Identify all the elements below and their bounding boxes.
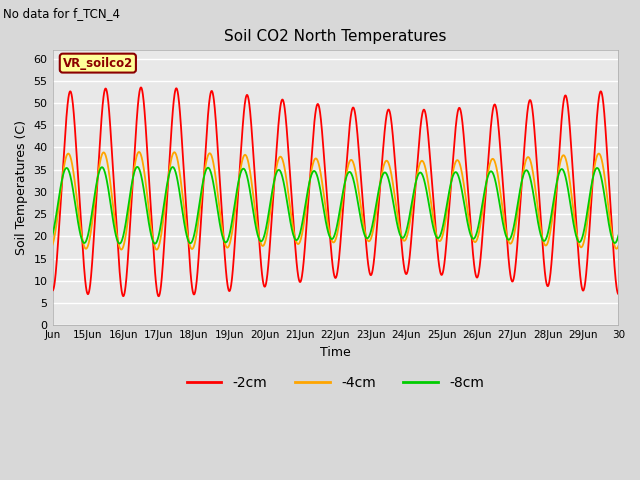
Legend: -2cm, -4cm, -8cm: -2cm, -4cm, -8cm xyxy=(181,371,490,396)
X-axis label: Time: Time xyxy=(320,346,351,359)
Title: Soil CO2 North Temperatures: Soil CO2 North Temperatures xyxy=(224,29,447,44)
Text: VR_soilco2: VR_soilco2 xyxy=(63,57,133,70)
Y-axis label: Soil Temperatures (C): Soil Temperatures (C) xyxy=(15,120,28,255)
Text: No data for f_TCN_4: No data for f_TCN_4 xyxy=(3,7,120,20)
